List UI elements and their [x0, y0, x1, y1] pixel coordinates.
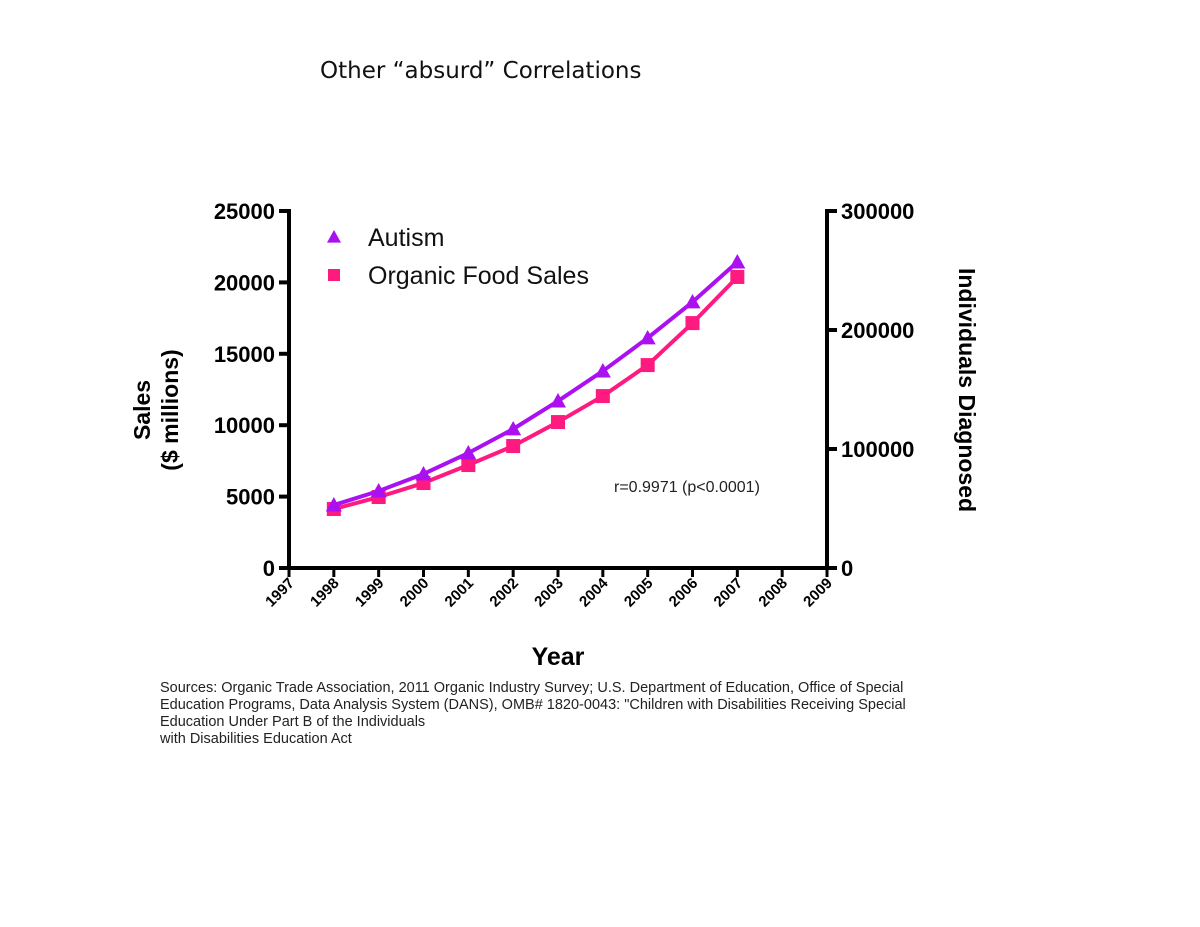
- data-point: [370, 483, 387, 498]
- y2-axis-title: Individuals Diagnosed: [954, 268, 980, 512]
- x-tick-label: 2001: [442, 575, 478, 611]
- legend-label: Autism: [368, 224, 444, 252]
- sources-line: Education Under Part B of the Individual…: [160, 714, 426, 730]
- page-title: Other “absurd” Correlations: [320, 58, 642, 84]
- legend-marker: [327, 230, 341, 243]
- data-point: [505, 421, 522, 436]
- data-point: [685, 316, 700, 331]
- data-point: [639, 329, 656, 345]
- data-point: [325, 497, 342, 512]
- x-axis-title: Year: [532, 643, 585, 671]
- data-point: [506, 439, 521, 454]
- y2-tick-label: 200000: [841, 318, 914, 343]
- x-tick-label: 2002: [486, 575, 522, 611]
- y-tick-label: 15000: [214, 342, 275, 367]
- y-tick-label: 20000: [214, 270, 275, 295]
- y2-tick-label: 100000: [841, 437, 914, 462]
- data-point: [461, 458, 476, 473]
- sources-line: with Disabilities Education Act: [160, 731, 352, 747]
- legend-label: Organic Food Sales: [368, 262, 589, 290]
- x-tick-label: 2009: [800, 575, 836, 611]
- data-point: [550, 393, 566, 408]
- y-tick-label: 0: [263, 556, 275, 581]
- series-line-organic-food-sales: [333, 275, 739, 511]
- data-point: [415, 465, 432, 481]
- x-tick-label: 2005: [621, 575, 657, 611]
- y-axis-title-line: ($ millions): [157, 349, 183, 470]
- x-tick-label: 2004: [576, 574, 612, 610]
- sources-note: Sources: Organic Trade Association, 2011…: [160, 680, 1020, 748]
- data-point: [730, 269, 745, 284]
- data-point: [640, 358, 655, 373]
- x-tick-label: 2008: [755, 575, 791, 611]
- y2-tick-label: 300000: [841, 199, 914, 224]
- data-point: [595, 389, 610, 404]
- y2-tick-label: 0: [841, 556, 853, 581]
- x-tick-label: 2006: [666, 575, 702, 611]
- legend: Autism Organic Food Sales: [327, 224, 589, 290]
- y-axis-title: Sales($ millions): [129, 349, 183, 470]
- sources-line: Education Programs, Data Analysis System…: [160, 697, 906, 713]
- x-tick-label: 2003: [531, 575, 567, 611]
- data-point: [729, 254, 746, 269]
- series-layer: [325, 254, 746, 517]
- series-line-autism: [333, 260, 739, 507]
- y-tick-label: 25000: [214, 199, 275, 224]
- y-tick-label: 10000: [214, 413, 275, 438]
- correlation-annotation: r=0.9971 (p<0.0001): [614, 479, 760, 496]
- sources-line: Sources: Organic Trade Association, 2011…: [160, 680, 904, 696]
- x-tick-label: 2007: [711, 575, 747, 611]
- x-tick-label: 1999: [352, 575, 388, 611]
- x-tick-label: 2000: [397, 575, 433, 611]
- y-tick-label: 5000: [226, 485, 275, 510]
- y-axis-title-line: Sales: [129, 380, 155, 440]
- data-point: [551, 415, 565, 430]
- x-tick-label: 1998: [307, 575, 343, 611]
- data-point: [594, 363, 611, 378]
- data-point: [684, 294, 701, 309]
- data-point: [460, 445, 477, 460]
- legend-marker: [328, 269, 340, 281]
